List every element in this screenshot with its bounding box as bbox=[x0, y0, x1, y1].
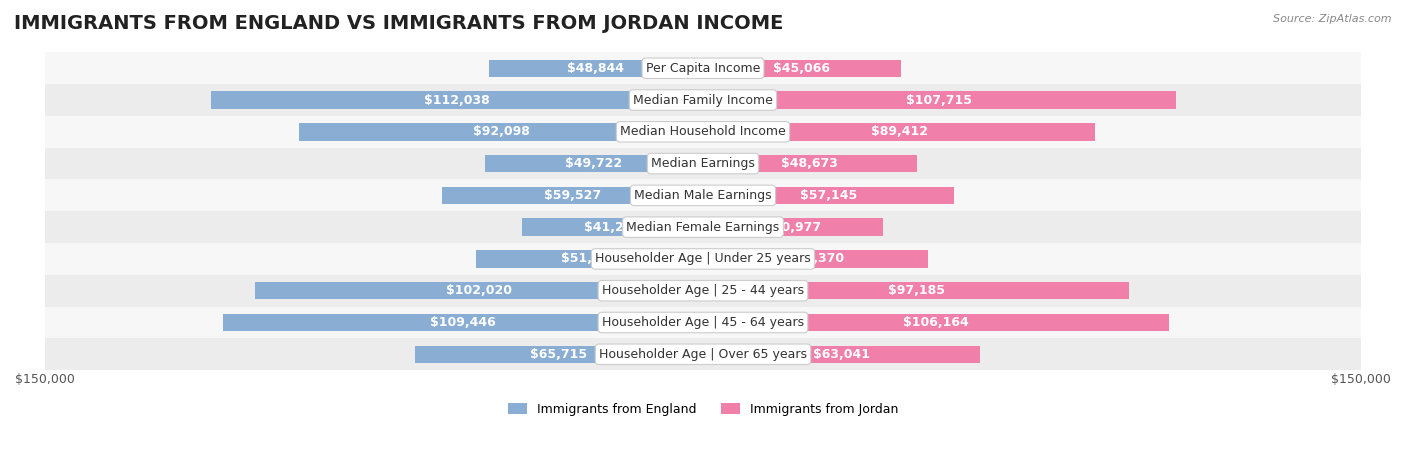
Bar bbox=[256, 282, 703, 299]
Bar bbox=[45, 116, 1361, 148]
Bar bbox=[703, 314, 1168, 331]
Text: $107,715: $107,715 bbox=[907, 93, 973, 106]
Text: Median Female Earnings: Median Female Earnings bbox=[627, 221, 779, 234]
Bar bbox=[45, 243, 1361, 275]
Text: $63,041: $63,041 bbox=[813, 348, 870, 361]
Text: $112,038: $112,038 bbox=[425, 93, 491, 106]
Text: $89,412: $89,412 bbox=[870, 125, 928, 138]
Text: Source: ZipAtlas.com: Source: ZipAtlas.com bbox=[1274, 14, 1392, 24]
Text: $59,527: $59,527 bbox=[544, 189, 600, 202]
Bar bbox=[703, 187, 953, 204]
Bar bbox=[441, 187, 703, 204]
Text: $51,370: $51,370 bbox=[787, 253, 844, 265]
Bar bbox=[485, 155, 703, 172]
Text: Median Household Income: Median Household Income bbox=[620, 125, 786, 138]
Bar bbox=[415, 346, 703, 363]
Bar bbox=[45, 148, 1361, 179]
Text: Median Earnings: Median Earnings bbox=[651, 157, 755, 170]
Text: $48,673: $48,673 bbox=[782, 157, 838, 170]
Bar bbox=[475, 250, 703, 268]
Bar bbox=[45, 211, 1361, 243]
Bar bbox=[703, 346, 980, 363]
Text: $51,817: $51,817 bbox=[561, 253, 617, 265]
Bar bbox=[224, 314, 703, 331]
Bar bbox=[703, 91, 1175, 109]
Text: IMMIGRANTS FROM ENGLAND VS IMMIGRANTS FROM JORDAN INCOME: IMMIGRANTS FROM ENGLAND VS IMMIGRANTS FR… bbox=[14, 14, 783, 33]
Text: $92,098: $92,098 bbox=[472, 125, 530, 138]
Text: Median Family Income: Median Family Income bbox=[633, 93, 773, 106]
Bar bbox=[522, 219, 703, 236]
Text: $106,164: $106,164 bbox=[903, 316, 969, 329]
Bar bbox=[299, 123, 703, 141]
Bar bbox=[703, 219, 883, 236]
Text: $48,844: $48,844 bbox=[568, 62, 624, 75]
Bar bbox=[703, 123, 1095, 141]
Text: $45,066: $45,066 bbox=[773, 62, 831, 75]
Bar bbox=[45, 275, 1361, 307]
Text: $97,185: $97,185 bbox=[887, 284, 945, 297]
Bar bbox=[703, 250, 928, 268]
Bar bbox=[489, 59, 703, 77]
Text: $41,277: $41,277 bbox=[583, 221, 641, 234]
Bar bbox=[45, 52, 1361, 84]
Bar bbox=[211, 91, 703, 109]
Bar bbox=[45, 179, 1361, 211]
Text: $40,977: $40,977 bbox=[765, 221, 821, 234]
Text: Per Capita Income: Per Capita Income bbox=[645, 62, 761, 75]
Legend: Immigrants from England, Immigrants from Jordan: Immigrants from England, Immigrants from… bbox=[503, 398, 903, 421]
Bar bbox=[45, 307, 1361, 339]
Text: Median Male Earnings: Median Male Earnings bbox=[634, 189, 772, 202]
Text: $65,715: $65,715 bbox=[530, 348, 588, 361]
Text: $57,145: $57,145 bbox=[800, 189, 858, 202]
Text: $109,446: $109,446 bbox=[430, 316, 496, 329]
Bar bbox=[45, 84, 1361, 116]
Text: $49,722: $49,722 bbox=[565, 157, 623, 170]
Bar bbox=[703, 59, 901, 77]
Text: Householder Age | 25 - 44 years: Householder Age | 25 - 44 years bbox=[602, 284, 804, 297]
Bar bbox=[45, 339, 1361, 370]
Text: $102,020: $102,020 bbox=[446, 284, 512, 297]
Bar bbox=[703, 282, 1129, 299]
Text: Householder Age | Under 25 years: Householder Age | Under 25 years bbox=[595, 253, 811, 265]
Text: Householder Age | Over 65 years: Householder Age | Over 65 years bbox=[599, 348, 807, 361]
Text: Householder Age | 45 - 64 years: Householder Age | 45 - 64 years bbox=[602, 316, 804, 329]
Bar bbox=[703, 155, 917, 172]
